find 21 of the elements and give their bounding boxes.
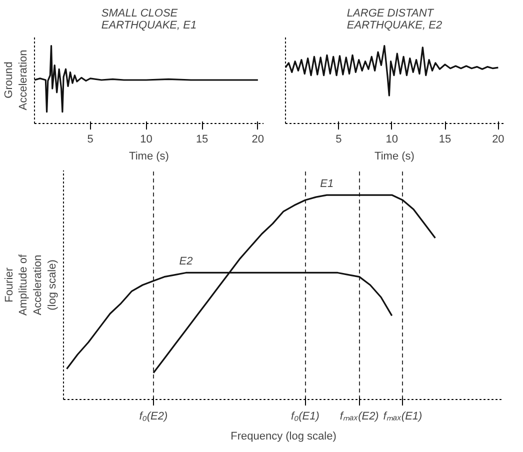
chart-title: SMALL CLOSE EARTHQUAKE, E1 (101, 8, 197, 32)
x-tick-label: 20 (492, 134, 504, 146)
x-tick-label: fₘₐₓ(E1) (383, 410, 423, 422)
x-tick-label: 10 (140, 134, 152, 146)
chart-title: LARGE DISTANT EARTHQUAKE, E2 (346, 8, 442, 32)
series-label: E1 (320, 178, 334, 190)
x-tick-label: f₀(E2) (139, 410, 168, 422)
x-tick-label: 5 (336, 134, 342, 146)
x-axis-title: Time (s) (129, 150, 169, 162)
x-tick-label: f₀(E1) (290, 410, 320, 422)
x-axis-title: Frequency (log scale) (230, 430, 336, 442)
x-tick-label: 15 (438, 134, 452, 146)
series-label: E2 (179, 256, 193, 268)
y-axis-title: Ground Acceleration (3, 50, 30, 110)
y-axis-title: Fourier Amplitude of Acceleration (log scale) (3, 253, 58, 316)
x-tick-label: 5 (87, 134, 94, 146)
x-tick-label: 20 (252, 134, 264, 146)
x-axis-title: Time (s) (374, 150, 414, 162)
x-tick-label: 15 (196, 134, 208, 146)
x-tick-label: 10 (386, 134, 398, 146)
x-tick-label: fₘₐₓ(E2) (340, 410, 380, 422)
